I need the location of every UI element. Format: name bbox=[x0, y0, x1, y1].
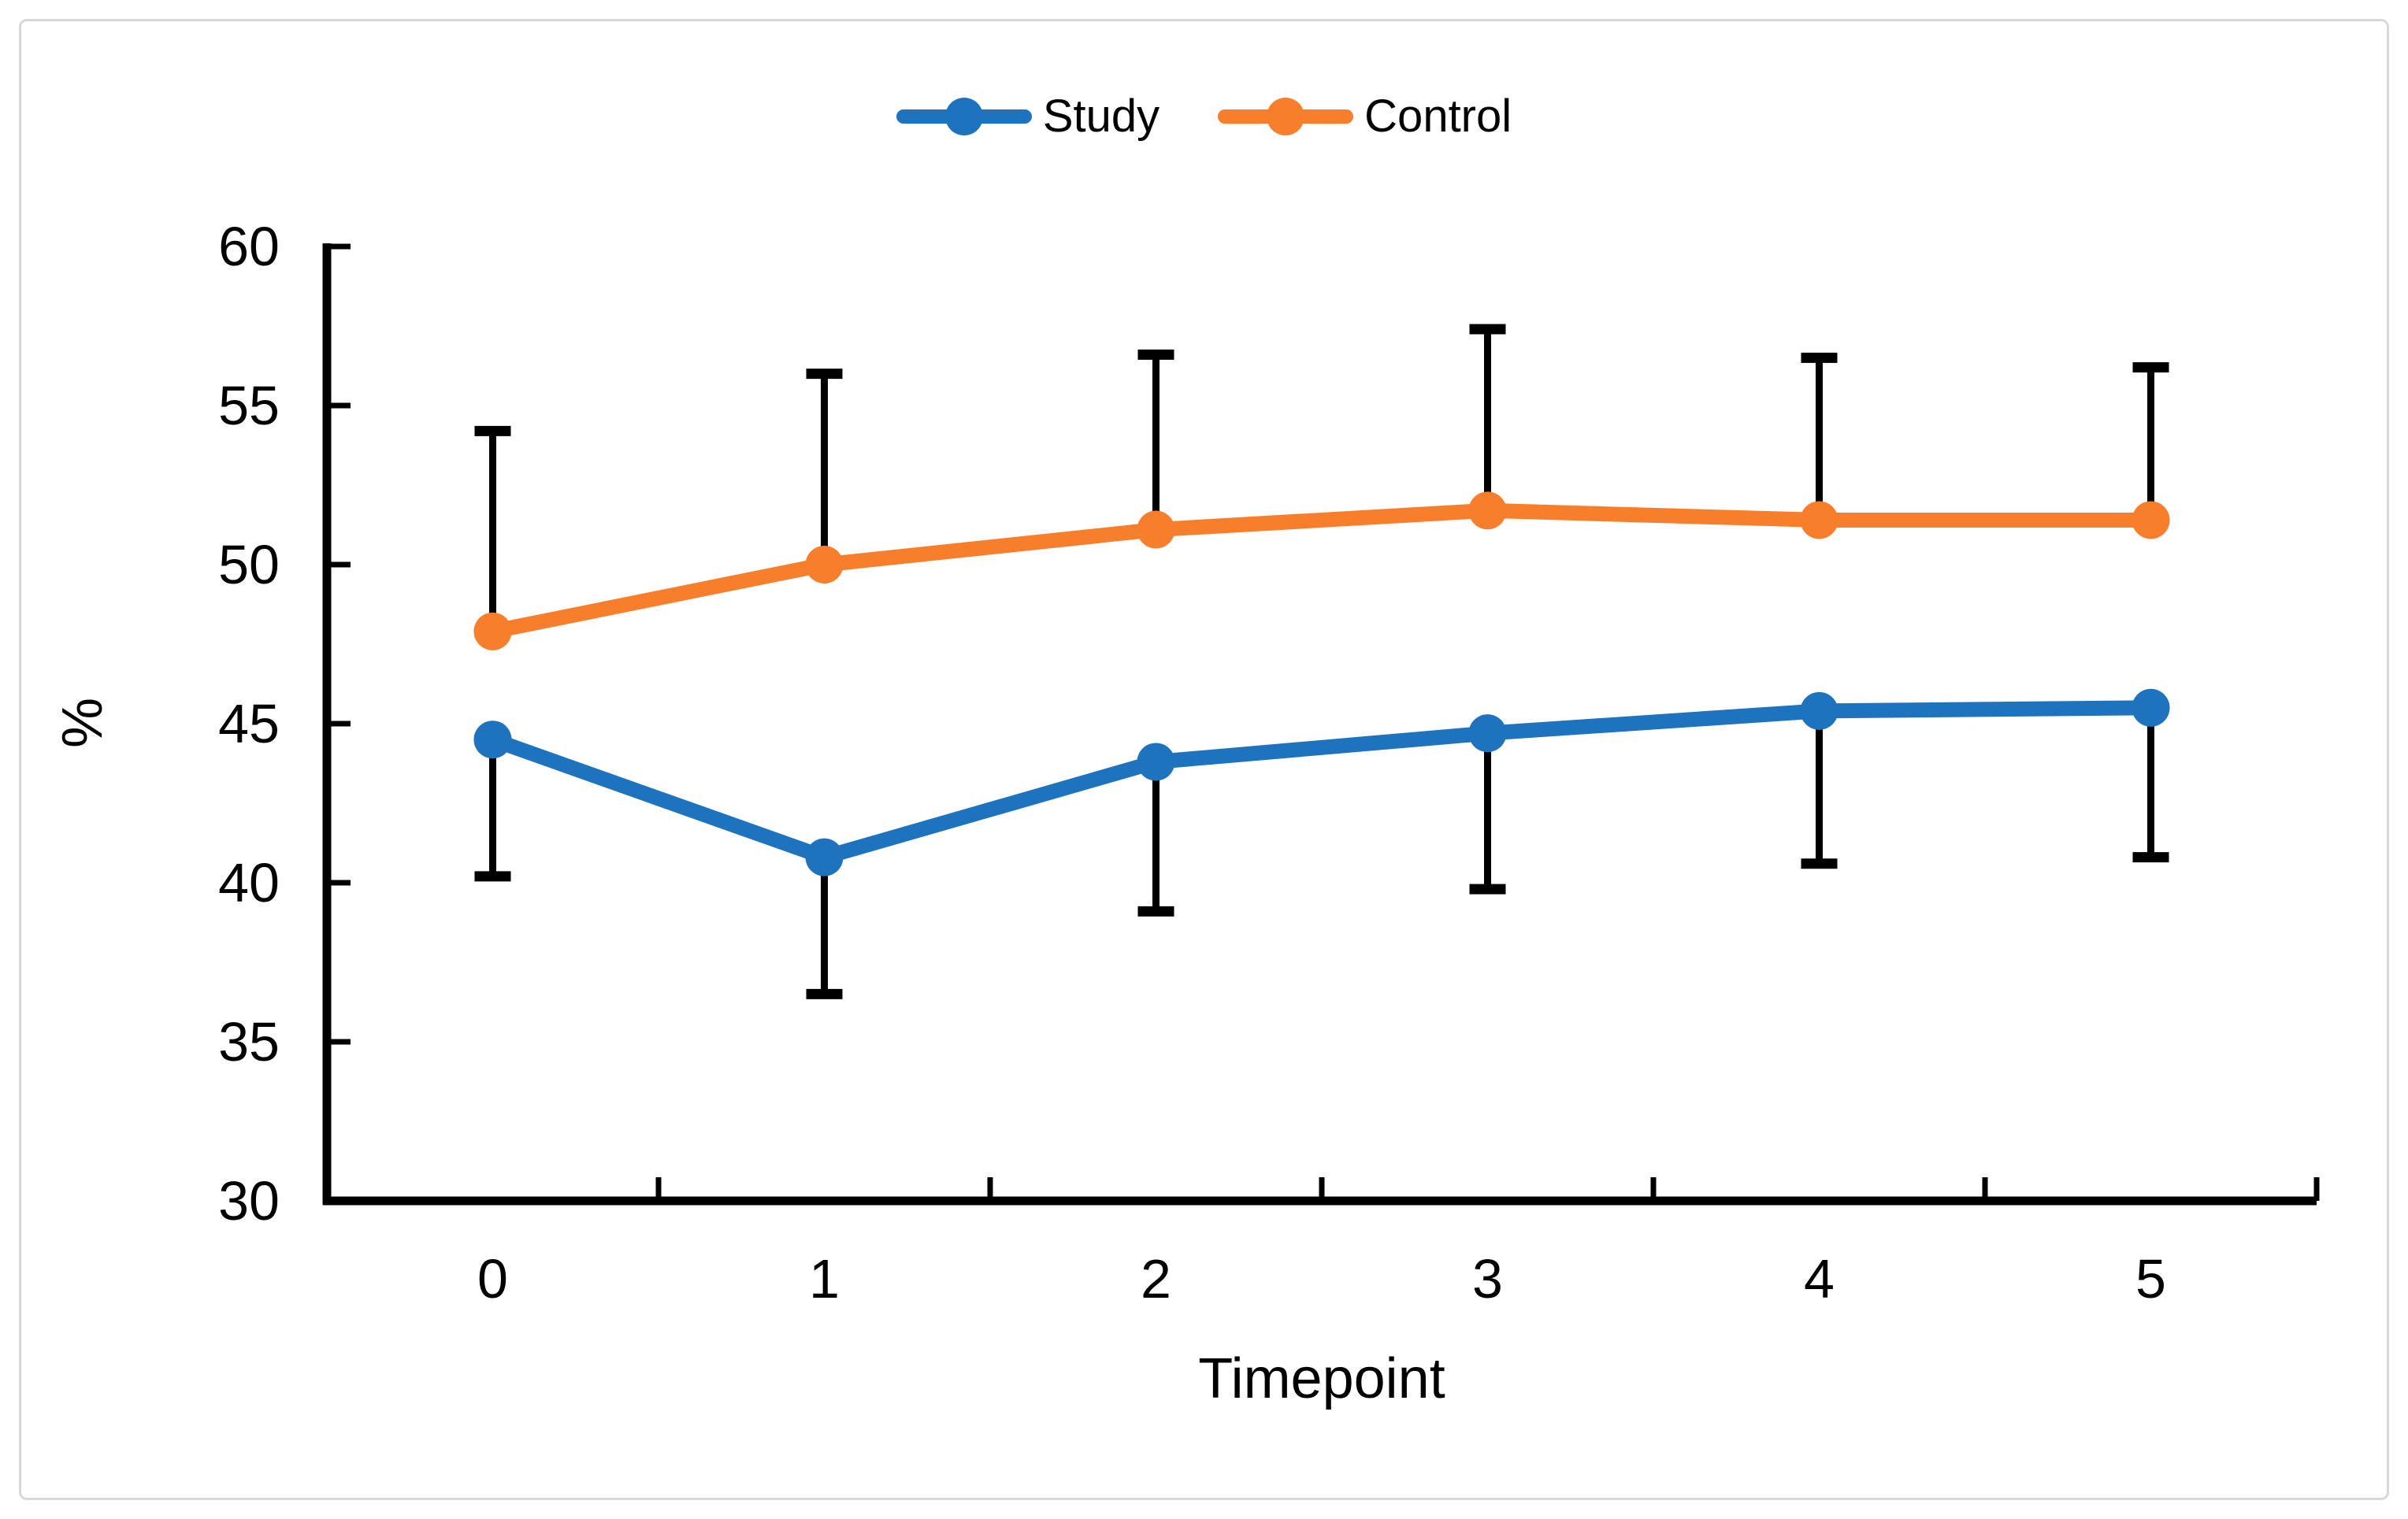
control-line-marker-icon bbox=[1218, 98, 1354, 135]
study-line-marker-icon bbox=[896, 98, 1032, 135]
data-point-study-t0 bbox=[473, 721, 512, 759]
data-point-control-t3 bbox=[1468, 491, 1507, 530]
y-axis-tick-label: 50 bbox=[218, 534, 280, 595]
data-point-control-t5 bbox=[2132, 501, 2170, 539]
data-point-control-t2 bbox=[1137, 510, 1175, 549]
y-axis-tick-label: 55 bbox=[218, 375, 280, 436]
legend-item-control: Control bbox=[1218, 94, 1512, 139]
y-axis-tick-label: 45 bbox=[218, 693, 280, 754]
legend-label-control: Control bbox=[1364, 91, 1512, 142]
data-point-control-t4 bbox=[1800, 501, 1838, 539]
data-point-control-t1 bbox=[805, 546, 844, 584]
x-axis-tick-label: 1 bbox=[809, 1248, 840, 1310]
chart-legend: Study Control bbox=[0, 85, 2408, 148]
y-axis-tick-label: 35 bbox=[218, 1011, 280, 1073]
series-line-control bbox=[485, 502, 2158, 639]
series-line-study bbox=[485, 700, 2158, 865]
legend-label-study: Study bbox=[1042, 91, 1160, 142]
data-point-control-t0 bbox=[473, 612, 512, 650]
y-axis-tick-label: 30 bbox=[218, 1170, 280, 1232]
y-axis-tick-label: 40 bbox=[218, 852, 280, 913]
x-axis-tick-label: 5 bbox=[2135, 1248, 2166, 1310]
x-axis-title: Timepoint bbox=[1198, 1347, 1445, 1410]
y-axis-title: % bbox=[51, 697, 114, 749]
y-axis-tick-label: 60 bbox=[218, 216, 280, 277]
data-point-study-t5 bbox=[2132, 688, 2170, 727]
x-axis-tick-label: 3 bbox=[1472, 1248, 1503, 1310]
data-point-study-t1 bbox=[805, 838, 844, 876]
data-point-study-t4 bbox=[1800, 691, 1838, 730]
x-axis-tick-label: 0 bbox=[477, 1248, 508, 1310]
x-axis-tick-label: 2 bbox=[1141, 1248, 1171, 1310]
legend-item-study: Study bbox=[896, 94, 1159, 139]
x-axis-tick-label: 4 bbox=[1804, 1248, 1835, 1310]
data-point-study-t3 bbox=[1468, 714, 1507, 753]
data-point-study-t2 bbox=[1137, 743, 1175, 781]
